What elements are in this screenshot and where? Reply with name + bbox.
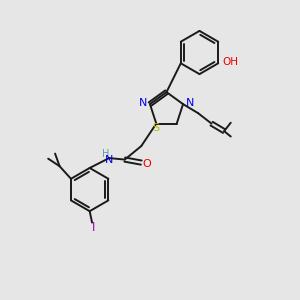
- Text: H: H: [102, 149, 109, 159]
- Text: S: S: [152, 123, 160, 133]
- Text: N: N: [185, 98, 194, 108]
- Text: N: N: [139, 98, 148, 108]
- Text: N: N: [105, 154, 113, 165]
- Text: I: I: [92, 221, 95, 234]
- Text: OH: OH: [223, 57, 239, 67]
- Text: O: O: [142, 159, 151, 169]
